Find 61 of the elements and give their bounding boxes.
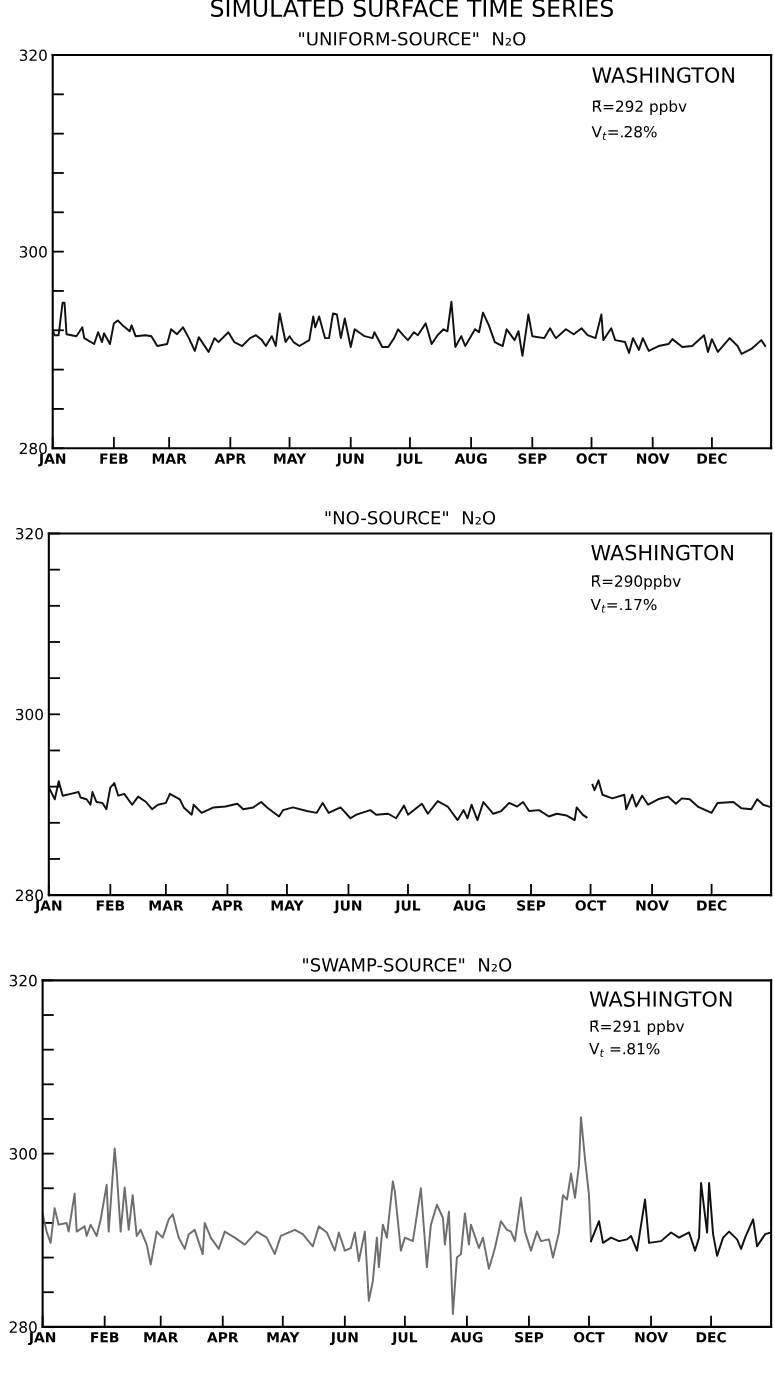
x-tick-label: JAN bbox=[34, 900, 62, 914]
x-tick-label: NOV bbox=[635, 1331, 668, 1343]
y-tick-label: 300 bbox=[9, 1148, 37, 1160]
x-tick-label: OCT bbox=[575, 900, 607, 911]
x-tick-label: JUN bbox=[333, 900, 362, 914]
line-series bbox=[42, 1116, 592, 1315]
annotation: R̄=292 ppbv bbox=[593, 100, 687, 116]
x-tick-label: DEC bbox=[697, 453, 727, 464]
x-tick-label: DEC bbox=[697, 900, 727, 911]
x-tick-label: JAN bbox=[28, 1332, 56, 1346]
x-tick-label: SEP bbox=[515, 1331, 544, 1343]
x-tick-label: DEC bbox=[696, 1331, 726, 1343]
x-tick-label: MAR bbox=[152, 453, 187, 464]
x-tick-label: SEP bbox=[518, 453, 547, 464]
x-tick-label: JUL bbox=[394, 900, 421, 914]
x-tick-label: MAY bbox=[274, 453, 307, 464]
y-tick-label: 320 bbox=[9, 974, 37, 987]
x-tick-label: AUG bbox=[454, 453, 487, 464]
y-tick-label: 320 bbox=[15, 527, 43, 540]
x-tick-label: MAY bbox=[267, 1332, 300, 1343]
x-tick-label: AUG bbox=[450, 1331, 483, 1343]
annotation: R̄=291 ppbv bbox=[590, 1020, 685, 1036]
x-tick-label: AUG bbox=[453, 900, 485, 911]
x-tick-label: FEB bbox=[100, 453, 128, 464]
x-tick-label: JAN bbox=[38, 453, 66, 467]
x-tick-label: APR bbox=[207, 1332, 239, 1343]
y-tick-label: 280 bbox=[15, 889, 43, 902]
x-tick-label: MAR bbox=[149, 900, 184, 911]
x-tick-label: OCT bbox=[573, 1331, 605, 1343]
y-tick-label: 300 bbox=[19, 246, 47, 258]
x-tick-label: MAY bbox=[271, 900, 304, 911]
line-series bbox=[52, 300, 767, 357]
annotation: WASHINGTON bbox=[589, 991, 732, 1007]
chart-title: "NO-SOURCE" N₂O bbox=[325, 510, 496, 525]
y-tick-label: 280 bbox=[19, 442, 47, 455]
x-tick-label: FEB bbox=[91, 1332, 119, 1343]
x-tick-label: SEP bbox=[517, 900, 546, 911]
x-tick-label: JUN bbox=[335, 453, 364, 467]
chart-title: SIMULATED SURFACE TIME SERIES bbox=[211, 0, 613, 17]
annotation: R̄=290ppbv bbox=[592, 575, 681, 590]
annotation: V$_{t}$=.17% bbox=[590, 598, 657, 613]
line-series bbox=[590, 1182, 772, 1257]
x-tick-label: APR bbox=[214, 453, 246, 464]
x-tick-label: JUL bbox=[396, 453, 423, 467]
x-tick-label: MAR bbox=[144, 1332, 179, 1343]
chart-subtitle: "UNIFORM-SOURCE" N₂O bbox=[299, 31, 526, 46]
annotation: WASHINGTON bbox=[591, 544, 733, 561]
x-tick-label: NOV bbox=[636, 900, 669, 911]
x-tick-label: JUL bbox=[391, 1332, 418, 1346]
y-tick-label: 280 bbox=[9, 1321, 37, 1333]
annotation: WASHINGTON bbox=[592, 67, 734, 83]
y-tick-label: 320 bbox=[19, 49, 47, 62]
annotation: V$_{t}$ =.81% bbox=[589, 1042, 660, 1057]
x-tick-label: NOV bbox=[637, 453, 670, 464]
x-tick-label: FEB bbox=[96, 900, 125, 911]
x-tick-label: APR bbox=[211, 900, 243, 911]
annotation: V$_{t}$=.28% bbox=[591, 125, 657, 140]
chart-title: "SWAMP-SOURCE" N₂O bbox=[303, 958, 512, 972]
x-tick-label: OCT bbox=[576, 453, 608, 464]
x-tick-label: JUN bbox=[330, 1332, 358, 1346]
y-tick-label: 300 bbox=[15, 708, 43, 721]
